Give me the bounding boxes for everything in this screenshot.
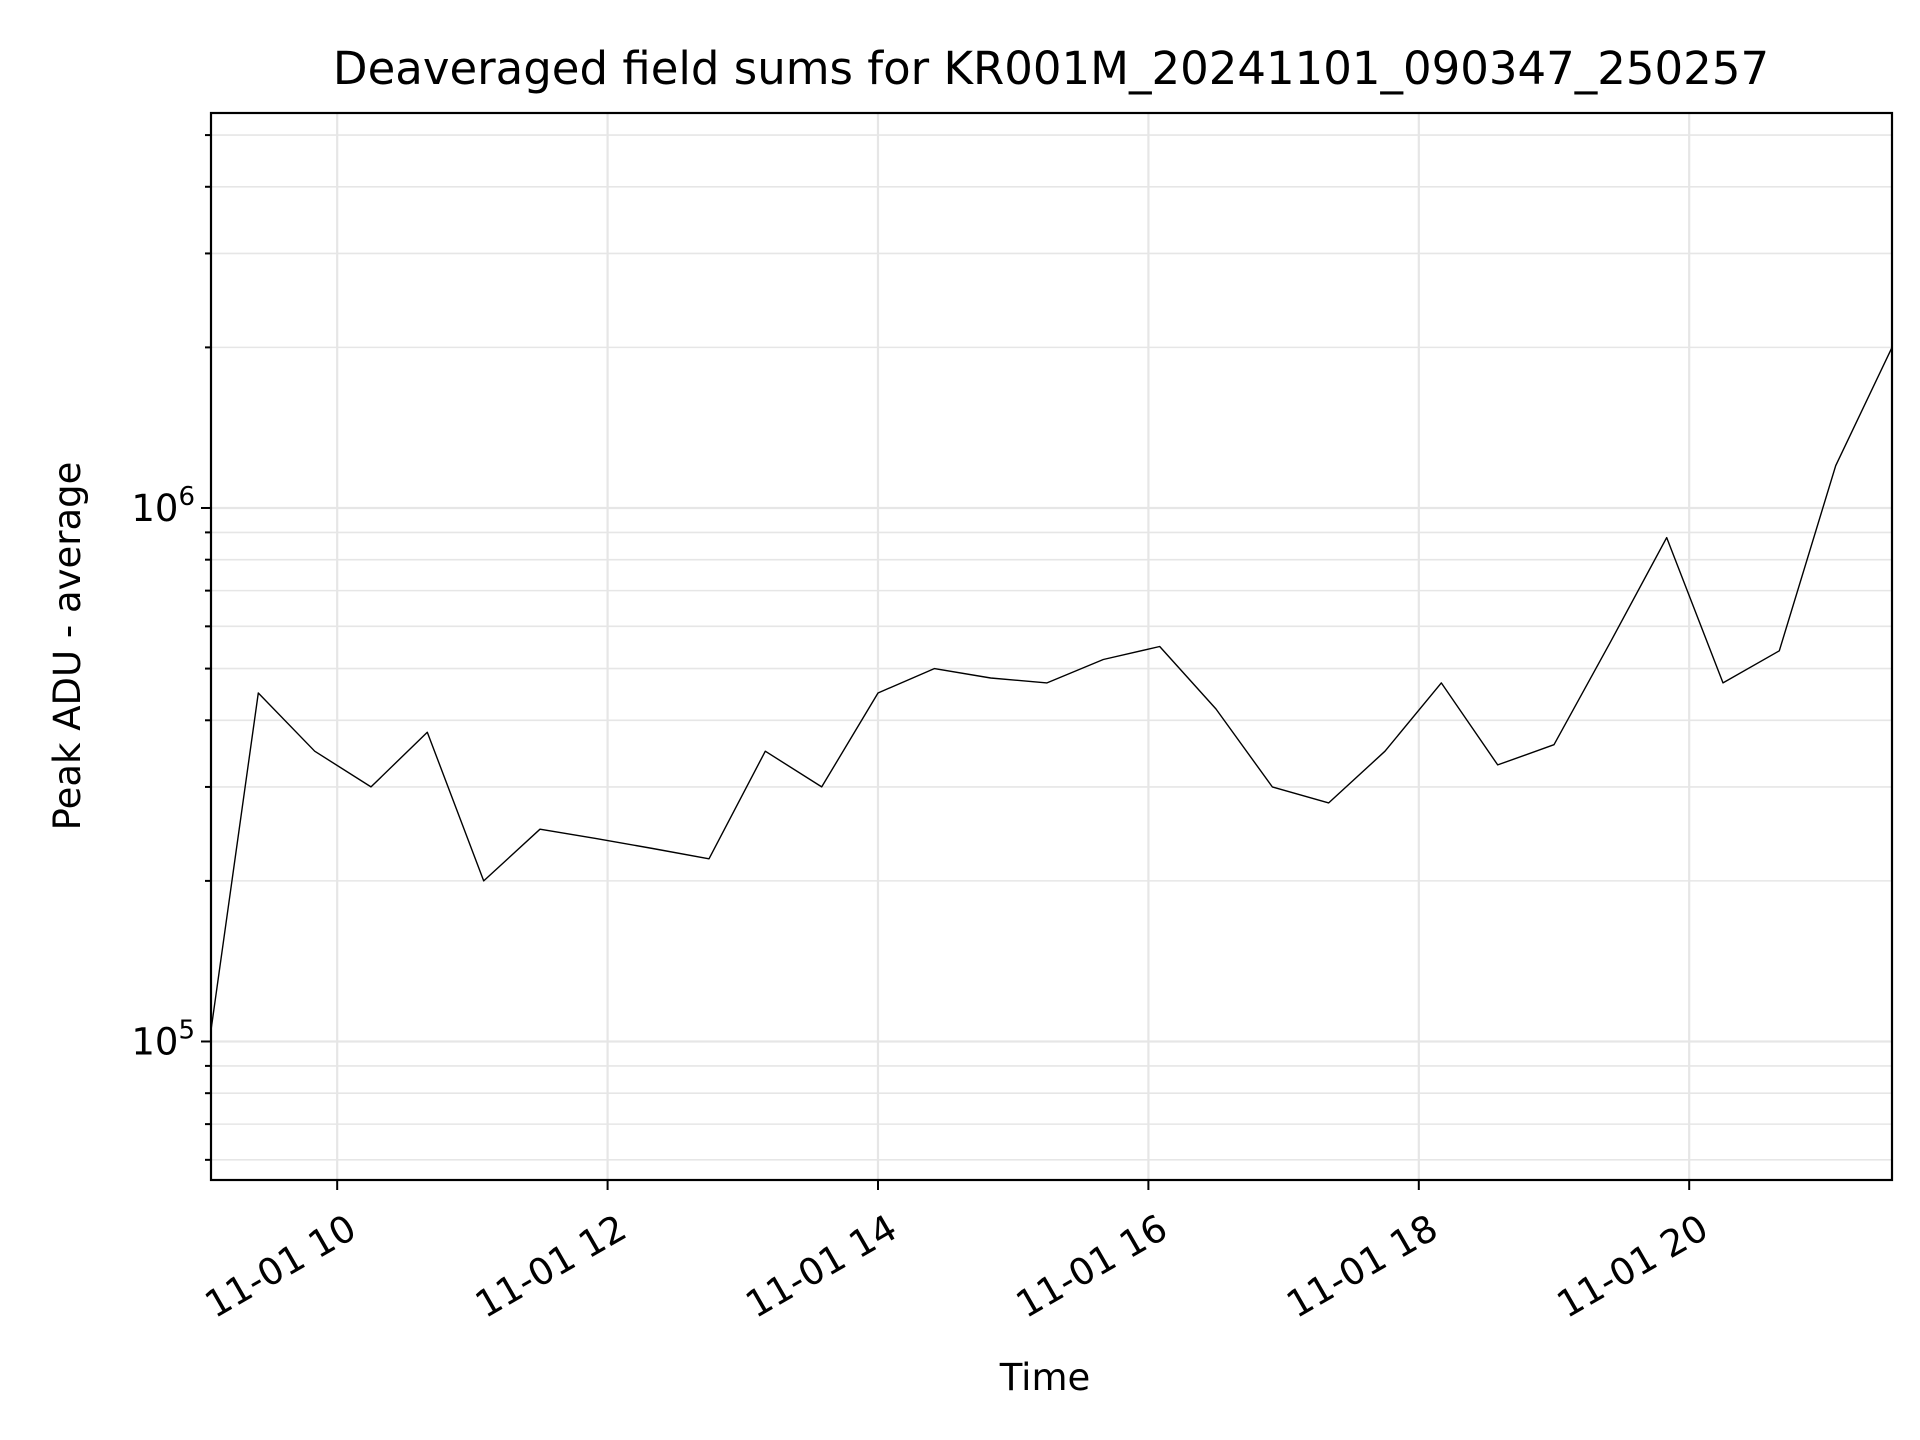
y-axis-label: Peak ADU - average	[46, 462, 89, 831]
plot-frame	[209, 111, 1894, 1182]
y-tick-label-exponent: 5	[178, 1015, 195, 1045]
y-tick-label-base: 10	[131, 1020, 178, 1063]
chart-title: Deaveraged field sums for KR001M_2024110…	[333, 42, 1769, 95]
series-line	[210, 347, 1893, 1031]
y-tick-label-base: 10	[131, 487, 178, 530]
y-tick-label: 106	[131, 482, 195, 530]
grid	[211, 113, 1892, 1180]
y-tick-label: 105	[131, 1015, 195, 1063]
x-axis-label: Time	[999, 1356, 1091, 1399]
y-tick-label-exponent: 6	[178, 482, 195, 512]
series-layer	[210, 347, 1893, 1031]
